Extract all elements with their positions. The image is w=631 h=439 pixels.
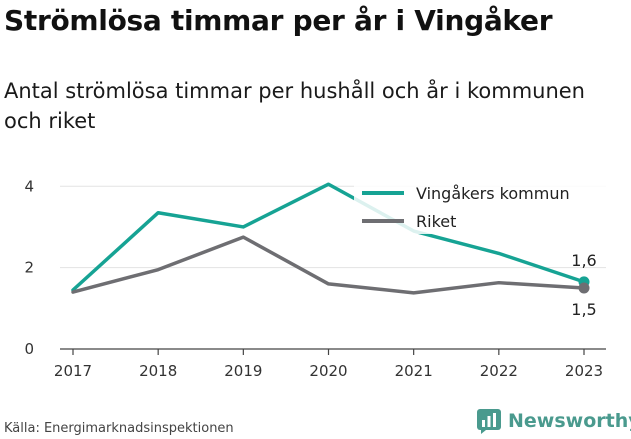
series-line-0 xyxy=(71,182,586,292)
y-axis-ticks: 0 2 4 xyxy=(24,177,34,358)
y-tick-label: 0 xyxy=(24,340,34,358)
x-tick-label: 2019 xyxy=(224,362,262,380)
legend-label: Vingåkers kommun xyxy=(416,184,570,203)
legend: Vingåkers kommun Riket xyxy=(354,178,606,234)
chart-subtitle: Antal strömlösa timmar per hushåll och å… xyxy=(4,79,585,133)
y-tick-label: 4 xyxy=(24,177,34,195)
end-point-1 xyxy=(578,282,590,294)
source-note: Källa: Energimarknadsinspektionen xyxy=(4,421,234,436)
chart-title: Strömlösa timmar per år i Vingåker xyxy=(4,4,553,37)
end-labels: 1,6 1,5 xyxy=(571,251,596,319)
x-tick-label: 2022 xyxy=(480,362,518,380)
series-lines xyxy=(71,182,590,295)
legend-label: Riket xyxy=(416,212,456,231)
legend-background xyxy=(354,178,606,234)
x-tick-label: 2017 xyxy=(54,362,92,380)
x-tick-label: 2023 xyxy=(565,362,603,380)
brand-logo: Newsworthy xyxy=(476,408,631,434)
x-tick-label: 2021 xyxy=(395,362,433,380)
x-tick-label: 2018 xyxy=(139,362,177,380)
brand-name: Newsworthy xyxy=(508,410,631,432)
end-value-label: 1,5 xyxy=(571,300,596,319)
x-axis: 2017 2018 2019 2020 2021 2022 2023 xyxy=(54,348,606,380)
series-line-1 xyxy=(71,235,586,295)
y-tick-label: 2 xyxy=(24,259,34,277)
x-tick-label: 2020 xyxy=(309,362,347,380)
end-value-label: 1,6 xyxy=(571,251,596,270)
newsworthy-logo-icon xyxy=(477,409,501,434)
